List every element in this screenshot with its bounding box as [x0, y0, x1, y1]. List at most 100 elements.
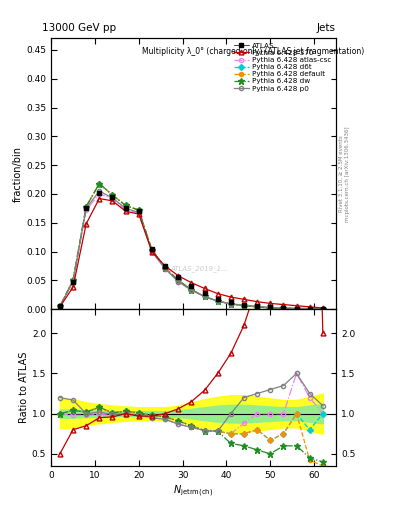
Pythia 6.428 370 — [136, 211, 141, 217]
Pythia 6.428 atlas-csc — [57, 303, 62, 309]
Pythia 6.428 dw — [163, 265, 167, 271]
Pythia 6.428 atlas-csc — [123, 207, 128, 213]
Pythia 6.428 atlas-csc — [163, 266, 167, 272]
Pythia 6.428 p0 — [281, 305, 286, 311]
Pythia 6.428 d6t — [176, 278, 180, 284]
Pythia 6.428 d6t — [84, 204, 88, 210]
Pythia 6.428 p0 — [228, 301, 233, 307]
Pythia 6.428 d6t — [123, 202, 128, 208]
Line: Pythia 6.428 default: Pythia 6.428 default — [58, 181, 325, 311]
Pythia 6.428 dw — [268, 305, 273, 311]
Y-axis label: Rivet 3.1.10, ≥ 2.5M events
mcplots.cern.ch [arXiv:1306.3436]: Rivet 3.1.10, ≥ 2.5M events mcplots.cern… — [339, 126, 350, 222]
Pythia 6.428 370 — [215, 290, 220, 296]
Pythia 6.428 dw — [321, 306, 325, 312]
Pythia 6.428 p0 — [294, 305, 299, 311]
Line: Pythia 6.428 370: Pythia 6.428 370 — [57, 196, 325, 310]
Pythia 6.428 default — [215, 298, 220, 304]
Pythia 6.428 atlas-csc — [97, 191, 102, 197]
Pythia 6.428 dw — [176, 278, 180, 284]
Pythia 6.428 d6t — [255, 304, 259, 310]
X-axis label: $N_{\rm jetrm(ch)}$: $N_{\rm jetrm(ch)}$ — [173, 484, 214, 499]
Y-axis label: fraction/bin: fraction/bin — [13, 146, 23, 202]
Pythia 6.428 p0 — [163, 266, 167, 272]
Pythia 6.428 d6t — [202, 293, 207, 300]
Pythia 6.428 default — [189, 287, 194, 293]
Pythia 6.428 d6t — [307, 306, 312, 312]
Pythia 6.428 370 — [281, 302, 286, 308]
Pythia 6.428 default — [281, 305, 286, 311]
Text: 13000 GeV pp: 13000 GeV pp — [42, 23, 116, 33]
Pythia 6.428 atlas-csc — [110, 196, 115, 202]
Pythia 6.428 dw — [189, 287, 194, 293]
Line: Pythia 6.428 p0: Pythia 6.428 p0 — [58, 189, 325, 311]
Pythia 6.428 default — [321, 306, 325, 312]
Pythia 6.428 dw — [294, 306, 299, 312]
Pythia 6.428 d6t — [163, 265, 167, 271]
Pythia 6.428 atlas-csc — [136, 210, 141, 216]
Pythia 6.428 p0 — [57, 303, 62, 309]
Pythia 6.428 dw — [307, 306, 312, 312]
Pythia 6.428 dw — [150, 247, 154, 253]
Pythia 6.428 dw — [242, 303, 246, 309]
Pythia 6.428 default — [242, 303, 246, 309]
Pythia 6.428 dw — [84, 204, 88, 210]
Pythia 6.428 atlas-csc — [268, 304, 273, 310]
Pythia 6.428 p0 — [268, 304, 273, 310]
Pythia 6.428 default — [202, 293, 207, 300]
Pythia 6.428 atlas-csc — [228, 301, 233, 307]
Pythia 6.428 d6t — [150, 247, 154, 253]
Pythia 6.428 atlas-csc — [255, 303, 259, 309]
Line: Pythia 6.428 d6t: Pythia 6.428 d6t — [58, 181, 325, 311]
Pythia 6.428 p0 — [71, 279, 75, 285]
Pythia 6.428 dw — [71, 278, 75, 284]
Pythia 6.428 370 — [268, 301, 273, 307]
Pythia 6.428 d6t — [215, 298, 220, 304]
Text: ATLAS_2019_1...: ATLAS_2019_1... — [170, 265, 228, 272]
Pythia 6.428 p0 — [215, 298, 220, 304]
Pythia 6.428 default — [228, 301, 233, 307]
Pythia 6.428 d6t — [57, 303, 62, 309]
Text: Multiplicity λ_0° (charged only) (ATLAS jet fragmentation): Multiplicity λ_0° (charged only) (ATLAS … — [142, 47, 365, 55]
Pythia 6.428 370 — [57, 304, 62, 310]
Pythia 6.428 p0 — [176, 279, 180, 285]
Pythia 6.428 370 — [202, 285, 207, 291]
Pythia 6.428 d6t — [321, 306, 325, 312]
Pythia 6.428 d6t — [281, 305, 286, 311]
Pythia 6.428 default — [136, 207, 141, 213]
Pythia 6.428 atlas-csc — [321, 306, 325, 312]
Pythia 6.428 default — [123, 202, 128, 208]
Pythia 6.428 370 — [123, 208, 128, 215]
Pythia 6.428 d6t — [228, 301, 233, 307]
Legend: ATLAS, Pythia 6.428 370, Pythia 6.428 atlas-csc, Pythia 6.428 d6t, Pythia 6.428 : ATLAS, Pythia 6.428 370, Pythia 6.428 at… — [231, 40, 334, 95]
Pythia 6.428 atlas-csc — [71, 279, 75, 285]
Line: Pythia 6.428 dw: Pythia 6.428 dw — [57, 180, 326, 312]
Pythia 6.428 d6t — [136, 207, 141, 213]
Pythia 6.428 370 — [242, 296, 246, 303]
Pythia 6.428 atlas-csc — [176, 279, 180, 285]
Pythia 6.428 370 — [71, 284, 75, 290]
Pythia 6.428 dw — [215, 298, 220, 304]
Pythia 6.428 atlas-csc — [202, 293, 207, 300]
Pythia 6.428 dw — [123, 202, 128, 208]
Pythia 6.428 370 — [163, 263, 167, 269]
Pythia 6.428 default — [255, 304, 259, 310]
Pythia 6.428 370 — [255, 298, 259, 305]
Pythia 6.428 p0 — [307, 306, 312, 312]
Pythia 6.428 370 — [294, 303, 299, 309]
Line: Pythia 6.428 atlas-csc: Pythia 6.428 atlas-csc — [58, 192, 325, 311]
Text: Jets: Jets — [317, 23, 336, 33]
Pythia 6.428 p0 — [150, 248, 154, 254]
Pythia 6.428 d6t — [242, 303, 246, 309]
Pythia 6.428 d6t — [294, 306, 299, 312]
Pythia 6.428 370 — [307, 304, 312, 310]
Pythia 6.428 370 — [228, 294, 233, 300]
Pythia 6.428 default — [307, 306, 312, 312]
Y-axis label: Ratio to ATLAS: Ratio to ATLAS — [19, 352, 29, 423]
Pythia 6.428 default — [163, 265, 167, 271]
Pythia 6.428 atlas-csc — [307, 306, 312, 312]
Pythia 6.428 370 — [110, 198, 115, 204]
Pythia 6.428 default — [150, 247, 154, 253]
Pythia 6.428 dw — [228, 301, 233, 307]
Pythia 6.428 370 — [176, 273, 180, 279]
Pythia 6.428 370 — [321, 305, 325, 311]
